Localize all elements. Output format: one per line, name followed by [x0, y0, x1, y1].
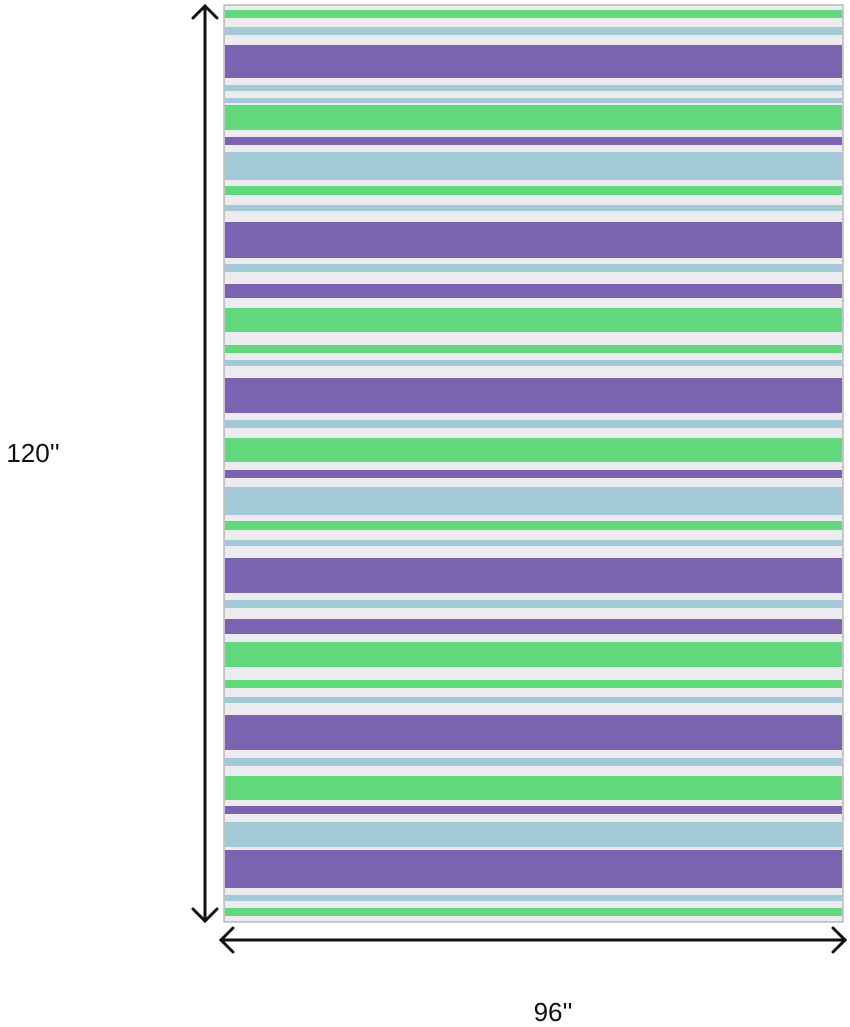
- stripe: [225, 487, 842, 515]
- stripe: [225, 850, 842, 888]
- stripe: [225, 540, 842, 546]
- stripe: [225, 715, 842, 750]
- stripe: [225, 521, 842, 530]
- stripe: [225, 806, 842, 814]
- stripe: [225, 27, 842, 35]
- stripe: [225, 10, 842, 18]
- stripe: [225, 105, 842, 130]
- stripe: [225, 284, 842, 298]
- stripe: [225, 308, 842, 332]
- stripe: [225, 680, 842, 688]
- stripe: [225, 776, 842, 800]
- rug-stripes: [225, 10, 842, 916]
- stripe: [225, 642, 842, 667]
- stripe: [225, 345, 842, 353]
- stripe: [225, 600, 842, 608]
- stripe: [225, 222, 842, 258]
- stripe: [225, 822, 842, 847]
- stripe: [225, 470, 842, 478]
- stripe: [225, 186, 842, 195]
- stripe: [225, 85, 842, 91]
- stripe: [225, 619, 842, 634]
- stripe: [225, 420, 842, 428]
- stripe: [225, 360, 842, 366]
- stripe: [225, 758, 842, 766]
- height-arrow: [191, 3, 219, 924]
- stripe: [225, 264, 842, 272]
- stripe: [225, 908, 842, 916]
- stripe: [225, 697, 842, 703]
- stripe: [225, 98, 842, 103]
- stripe: [225, 137, 842, 145]
- stripe: [225, 438, 842, 462]
- height-label: 120'': [6, 438, 59, 468]
- stripe: [225, 558, 842, 593]
- stripe: [225, 152, 842, 180]
- width-arrow: [218, 926, 848, 954]
- width-label: 96'': [534, 997, 573, 1027]
- stripe: [225, 378, 842, 413]
- stripe: [225, 205, 842, 211]
- stripe: [225, 45, 842, 78]
- stripe: [225, 895, 842, 901]
